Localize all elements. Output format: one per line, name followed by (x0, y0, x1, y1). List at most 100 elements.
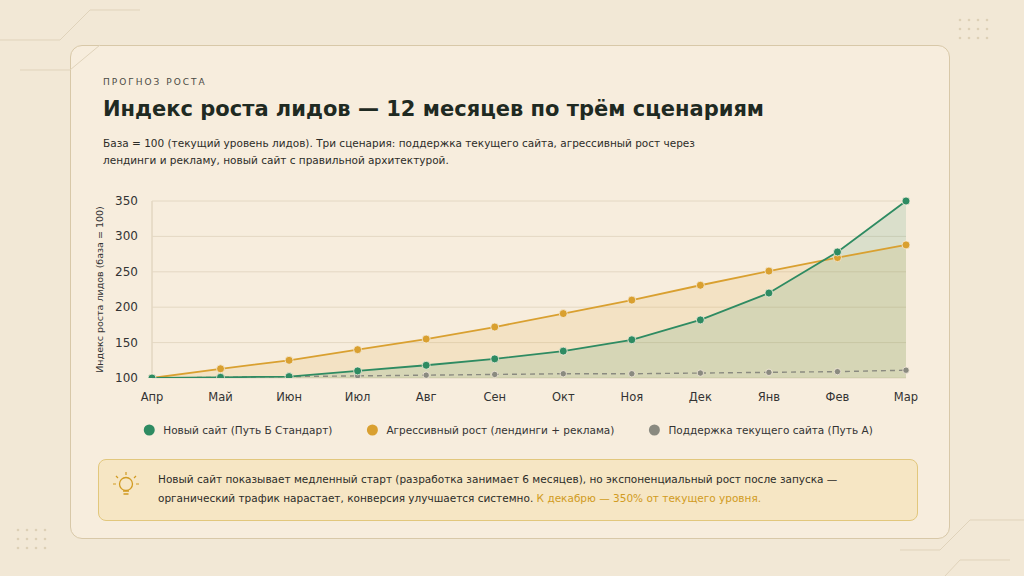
decor-dot (977, 37, 980, 40)
marker (286, 373, 292, 378)
marker (834, 368, 840, 374)
decor-dot (986, 28, 989, 31)
y-axis-line (152, 201, 153, 378)
decor-dot (959, 28, 962, 31)
grid: 100150200250300350 (115, 194, 906, 385)
marker (148, 374, 156, 378)
y-tick-label: 350 (115, 194, 138, 208)
marker (354, 367, 362, 375)
x-tick-label: Сен (483, 390, 506, 404)
decor-dot (17, 529, 20, 532)
x-tick-label: Авг (416, 390, 437, 404)
marker (423, 372, 429, 378)
decor-dot (17, 538, 20, 541)
marker (902, 197, 910, 205)
y-tick-label: 300 (115, 229, 138, 243)
eyebrow: ПРОГНОЗ РОСТА (103, 77, 207, 87)
decor-dot (968, 19, 971, 22)
x-tick-label: Ноя (621, 390, 644, 404)
decor-dot (986, 19, 989, 22)
marker (766, 369, 772, 375)
x-tick-label: Фев (826, 390, 850, 404)
x-tick-label: Окт (552, 390, 575, 404)
legend-item: Агрессивный рост (лендинги + реклама) (367, 424, 614, 436)
decor-dot (977, 28, 980, 31)
x-tick-label: Янв (758, 390, 781, 404)
marker (559, 347, 567, 355)
bulb-rays (113, 472, 139, 484)
legend: Новый сайт (Путь Б Стандарт) Агрессивный … (144, 424, 873, 436)
decor-line (20, 45, 100, 70)
legend-item: Новый сайт (Путь Б Стандарт) (144, 424, 333, 436)
decor-dot (44, 547, 47, 550)
marker (903, 367, 909, 373)
marker (765, 267, 773, 275)
marker (148, 374, 156, 378)
callout-highlight: К декабрю — 350% от текущего уровня. (537, 492, 761, 504)
callout-text: Новый сайт показывает медленный старт (р… (158, 470, 908, 508)
decor-dot (959, 37, 962, 40)
decor-dot (35, 547, 38, 550)
marker (696, 316, 704, 324)
marker (628, 336, 636, 344)
title: Индекс роста лидов — 12 месяцев по трём … (103, 97, 764, 121)
legend-label: Агрессивный рост (лендинги + реклама) (386, 424, 614, 436)
bulb-base (123, 491, 129, 494)
x-tick-label: Мар (894, 390, 918, 404)
bulb-glass (120, 478, 133, 491)
marker (422, 361, 430, 369)
marker (149, 375, 155, 378)
marker (492, 371, 498, 377)
marker (354, 346, 362, 354)
data-group (148, 197, 910, 378)
x-tick-label: Дек (689, 390, 712, 404)
marker (285, 356, 293, 364)
x-tick-label: Июл (345, 390, 371, 404)
marker (422, 335, 430, 343)
y-tick-label: 250 (115, 265, 138, 279)
x-tick-label: Июн (276, 390, 302, 404)
y-tick-label: 150 (115, 336, 138, 350)
marker (628, 296, 636, 304)
marker (217, 365, 225, 373)
marker (217, 374, 223, 378)
marker (696, 281, 704, 289)
decor-dot (26, 529, 29, 532)
decor-dot (35, 529, 38, 532)
marker (902, 241, 910, 249)
decor-line (0, 10, 140, 40)
marker (833, 248, 841, 256)
decor-dot (35, 538, 38, 541)
decor-dot (968, 37, 971, 40)
legend-item: Поддержка текущего сайта (Путь А) (649, 424, 873, 436)
decor-dot (26, 547, 29, 550)
legend-label: Поддержка текущего сайта (Путь А) (668, 424, 872, 436)
grid-line (152, 201, 906, 202)
decor-dot (977, 19, 980, 22)
x-tick-label: Май (208, 390, 232, 404)
decoration (0, 10, 1024, 576)
marker (765, 289, 773, 297)
marker (560, 371, 566, 377)
decor-dot (26, 538, 29, 541)
decor-dot (44, 529, 47, 532)
bulb-icon (113, 472, 139, 494)
decor-dot (986, 37, 989, 40)
legend-label: Новый сайт (Путь Б Стандарт) (163, 424, 332, 436)
marker (559, 310, 567, 318)
y-tick-label: 100 (115, 371, 138, 385)
marker (697, 370, 703, 376)
decor-line (900, 520, 1024, 550)
legend-swatch (367, 425, 378, 436)
marker (629, 371, 635, 377)
decor-dot (959, 19, 962, 22)
decor-dot (44, 538, 47, 541)
subtitle: База = 100 (текущий уровень лидов). Три … (103, 135, 743, 169)
marker (491, 355, 499, 363)
legend-swatch (649, 425, 660, 436)
y-axis-title: Индекс роста лидов (база = 100) (94, 206, 105, 373)
marker (217, 373, 225, 378)
decor-line (945, 560, 1010, 576)
grid-line (152, 236, 906, 237)
series-line (152, 201, 906, 378)
